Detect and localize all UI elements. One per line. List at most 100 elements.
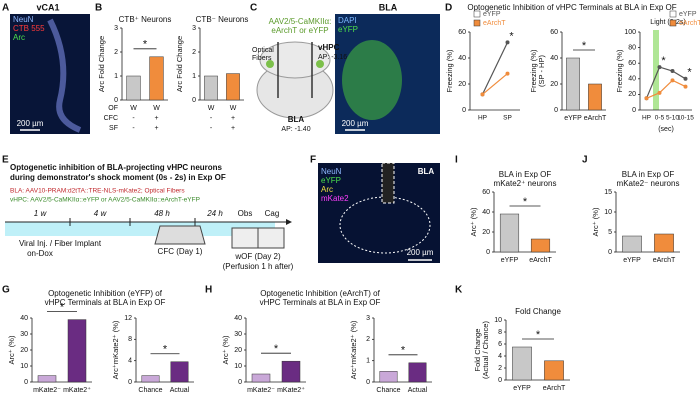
- label: eYFP: [321, 176, 341, 185]
- row-value: W: [208, 105, 215, 112]
- y-tick-label: 2: [114, 49, 118, 56]
- legend-label: eArchT: [483, 20, 506, 27]
- x-tick-label: eYFP: [564, 115, 582, 122]
- label: during demonstrator's shock moment (0s -…: [10, 173, 226, 182]
- y-axis-label: Arc⁺ (%): [7, 335, 16, 364]
- y-axis-label: Arc⁺mKate2⁺ (%): [111, 320, 120, 379]
- x-axis-label: (sec): [658, 126, 674, 133]
- y-axis-label: Arc Fold Change: [175, 36, 184, 92]
- label: mKate2: [321, 194, 349, 203]
- label: AP: -3.16: [318, 54, 347, 61]
- label: CFC (Day 1): [158, 247, 203, 256]
- y-tick-label: 60: [482, 189, 490, 196]
- y-tick-label: 2: [366, 336, 370, 343]
- x-tick-label: mKate2⁺: [277, 386, 305, 394]
- light-band: [653, 30, 659, 110]
- label: 200 µm: [342, 119, 369, 128]
- row-value: W: [230, 105, 237, 112]
- y-axis-label: Fold Change: [473, 329, 482, 372]
- point: [657, 65, 662, 70]
- arrow: [286, 219, 292, 225]
- y-tick-label: 12: [124, 315, 132, 322]
- bar: [566, 57, 580, 111]
- y-tick-label: 0: [114, 97, 118, 104]
- cell-layer: [47, 18, 82, 133]
- timeline-band: [5, 222, 275, 236]
- y-tick-label: 60: [550, 29, 558, 36]
- bar: [588, 83, 602, 111]
- y-tick-label: 1: [366, 358, 370, 365]
- label: Optical: [252, 47, 274, 54]
- legend-swatch: [669, 19, 677, 27]
- y-tick-label: 30: [234, 331, 242, 338]
- micrograph: [10, 14, 90, 134]
- y-tick-label: 0: [632, 107, 636, 114]
- x-tick-label: eArchT: [543, 385, 566, 392]
- bla-outline: [339, 196, 431, 254]
- label: 200 µm: [407, 248, 434, 257]
- point: [480, 92, 485, 97]
- y-tick-label: 1: [114, 73, 118, 80]
- x-tick-label: eYFP: [623, 257, 641, 264]
- legend-label: eYFP: [483, 11, 501, 18]
- bar: [126, 75, 141, 101]
- label: Optogenetic inhibition of BLA-projecting…: [10, 163, 223, 172]
- legend-swatch: [669, 10, 677, 18]
- point: [505, 40, 510, 45]
- row-value: +: [231, 115, 235, 122]
- label: 24 h: [206, 209, 223, 218]
- y-tick-label: 8: [498, 329, 502, 336]
- label: Optogenetic Inhibition (eYFP) of: [48, 289, 163, 298]
- y-tick-label: 40: [20, 315, 28, 322]
- y-tick-label: 1: [192, 73, 196, 80]
- y-tick-label: 10: [20, 363, 28, 370]
- point: [644, 96, 649, 101]
- significance: *: [401, 345, 406, 357]
- y-axis-label: Arc⁺ (%): [221, 335, 230, 364]
- injection-site: [266, 60, 274, 68]
- y-tick-label: 80: [628, 44, 636, 51]
- bar: [226, 73, 240, 101]
- x-tick-label: HP: [642, 115, 651, 122]
- x-tick-label: eArchT: [653, 257, 676, 264]
- y-tick-label: 20: [482, 229, 490, 236]
- significance: *: [536, 329, 541, 341]
- y-tick-label: 10: [494, 317, 502, 324]
- y-tick-label: 0: [554, 107, 558, 114]
- x-tick-label: 0-5: [655, 115, 665, 122]
- chart-title: CTB⁺ Neurons: [119, 15, 172, 24]
- bar: [204, 75, 218, 101]
- chart-title: mKate2⁺ neurons: [494, 179, 557, 188]
- legend-swatch: [473, 10, 481, 18]
- point: [670, 69, 675, 73]
- x-tick-label: Actual: [170, 387, 190, 394]
- y-tick-label: 60: [628, 60, 636, 67]
- y-tick-label: 40: [234, 315, 242, 322]
- y-axis-label: (SP - HP): [537, 55, 546, 87]
- y-tick-label: 6: [498, 341, 502, 348]
- y-tick-label: 0: [608, 249, 612, 256]
- bar: [622, 235, 642, 253]
- y-tick-label: 3: [366, 315, 370, 322]
- label: Obs: [238, 209, 253, 218]
- bar: [251, 373, 271, 383]
- y-axis-label: Arc⁺mKate2⁺ (%): [349, 320, 358, 379]
- y-tick-label: 20: [234, 347, 242, 354]
- bar: [499, 213, 520, 253]
- label: A: [2, 3, 9, 14]
- significance: *: [661, 55, 666, 67]
- chart-title: BLA in Exp OF: [499, 170, 552, 179]
- point: [683, 84, 688, 89]
- y-tick-label: 40: [482, 209, 490, 216]
- label: on-Dox: [27, 249, 53, 258]
- y-axis-label: Freezing (%): [445, 49, 454, 92]
- row-value: +: [231, 125, 235, 132]
- injection-site: [316, 60, 324, 68]
- label: eArchT or eYFP: [271, 26, 328, 35]
- y-tick-label: 20: [458, 81, 466, 88]
- label: K: [455, 285, 463, 296]
- series-line: [645, 66, 686, 99]
- significance: *: [687, 67, 692, 79]
- y-tick-label: 3: [114, 25, 118, 32]
